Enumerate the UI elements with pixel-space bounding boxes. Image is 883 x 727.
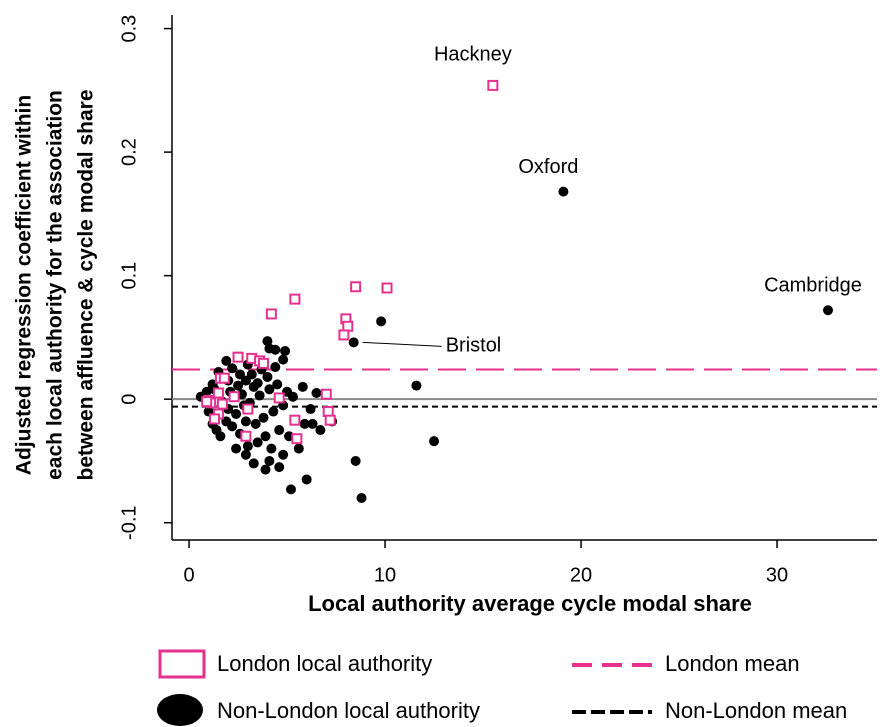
non-london-point — [240, 416, 251, 427]
y-tick-label: 0 — [118, 394, 140, 405]
non-london-point — [264, 384, 275, 395]
legend-label: Non-London local authority — [217, 698, 480, 723]
london-point — [291, 433, 303, 445]
y-axis-title: between affluence & cycle modal share — [75, 90, 98, 481]
y-tick-label: -0.1 — [118, 505, 140, 539]
non-london-point — [252, 378, 263, 389]
y-axis-title: Adjusted regression coefficient within — [13, 95, 36, 475]
non-london-point — [315, 425, 326, 436]
non-london-point — [254, 390, 265, 401]
non-london-point — [264, 343, 275, 354]
non-london-point — [233, 380, 244, 391]
non-london-point — [231, 443, 242, 454]
non-london-point — [201, 386, 212, 397]
x-tick-label: 0 — [183, 564, 194, 586]
non-london-point — [260, 464, 271, 475]
non-london-point — [274, 462, 285, 473]
non-london-point — [278, 354, 289, 365]
non-london-point — [246, 369, 257, 380]
london-point — [232, 351, 244, 363]
london-point — [338, 329, 350, 341]
london-point — [265, 308, 277, 320]
y-tick-label: 0.3 — [118, 15, 140, 43]
non-london-point — [307, 418, 318, 429]
annotation: Cambridge — [764, 275, 862, 297]
london-point — [209, 413, 221, 425]
non-london-point — [221, 355, 232, 366]
non-london-point — [242, 441, 253, 452]
annotation: Oxford — [518, 156, 578, 178]
non-london-point — [823, 305, 834, 316]
non-london-point — [240, 449, 251, 460]
london-point — [289, 414, 301, 426]
non-london-point — [558, 186, 569, 197]
london-point — [350, 281, 362, 293]
x-tick-label: 10 — [374, 564, 396, 586]
y-tick-label: 0.1 — [118, 262, 140, 290]
x-axis-title: Local authority average cycle modal shar… — [308, 591, 752, 616]
london-point — [487, 79, 499, 91]
non-london-point — [350, 455, 361, 466]
non-london-point — [252, 437, 263, 448]
london-point — [228, 391, 240, 403]
london-point — [320, 388, 332, 400]
non-london-point — [272, 379, 283, 390]
non-london-point — [311, 388, 322, 398]
london-point — [216, 398, 228, 410]
x-tick-label: 20 — [570, 564, 592, 586]
leader-line — [362, 341, 442, 347]
london-point — [242, 403, 254, 415]
y-axis-title: each local authority for the association — [44, 90, 67, 480]
non-london-point — [299, 418, 310, 429]
non-london-point — [262, 371, 273, 382]
non-london-point — [411, 380, 422, 391]
non-london-point — [264, 455, 275, 466]
non-london-point — [278, 449, 289, 460]
london-point — [258, 357, 270, 369]
annotation: Bristol — [446, 335, 502, 357]
london-point — [212, 387, 224, 399]
legend-label: Non-London mean — [665, 698, 847, 723]
legend-marker — [157, 694, 203, 726]
london-point — [381, 282, 393, 294]
non-london-point — [258, 412, 269, 423]
london-point — [240, 430, 252, 442]
non-london-point — [301, 474, 312, 485]
non-london-point — [293, 443, 304, 454]
non-london-point — [348, 337, 359, 348]
non-london-point — [231, 409, 242, 419]
non-london-point — [297, 381, 308, 392]
non-london-point — [227, 363, 238, 374]
non-london-point — [274, 425, 285, 436]
london-point — [324, 414, 336, 426]
non-london-point — [270, 362, 281, 373]
london-point — [273, 392, 285, 404]
london-point — [289, 293, 301, 305]
legend-label: London mean — [665, 651, 800, 676]
london-point — [201, 396, 213, 408]
non-london-point — [280, 346, 291, 356]
legend-label: London local authority — [217, 651, 432, 676]
non-london-point — [211, 425, 222, 436]
non-london-point — [429, 436, 440, 447]
non-london-point — [248, 458, 259, 469]
y-tick-label: 0.2 — [118, 138, 140, 166]
non-london-point — [287, 391, 298, 402]
non-london-point — [356, 493, 367, 503]
legend-marker — [158, 649, 206, 679]
non-london-point — [268, 406, 279, 417]
non-london-point — [305, 404, 316, 415]
non-london-point — [285, 484, 296, 495]
annotation: Hackney — [434, 44, 512, 66]
x-tick-label: 30 — [766, 564, 788, 586]
non-london-point — [250, 418, 261, 429]
non-london-point — [260, 431, 271, 442]
london-point — [218, 372, 230, 384]
non-london-point — [376, 316, 387, 327]
non-london-point — [266, 443, 277, 454]
